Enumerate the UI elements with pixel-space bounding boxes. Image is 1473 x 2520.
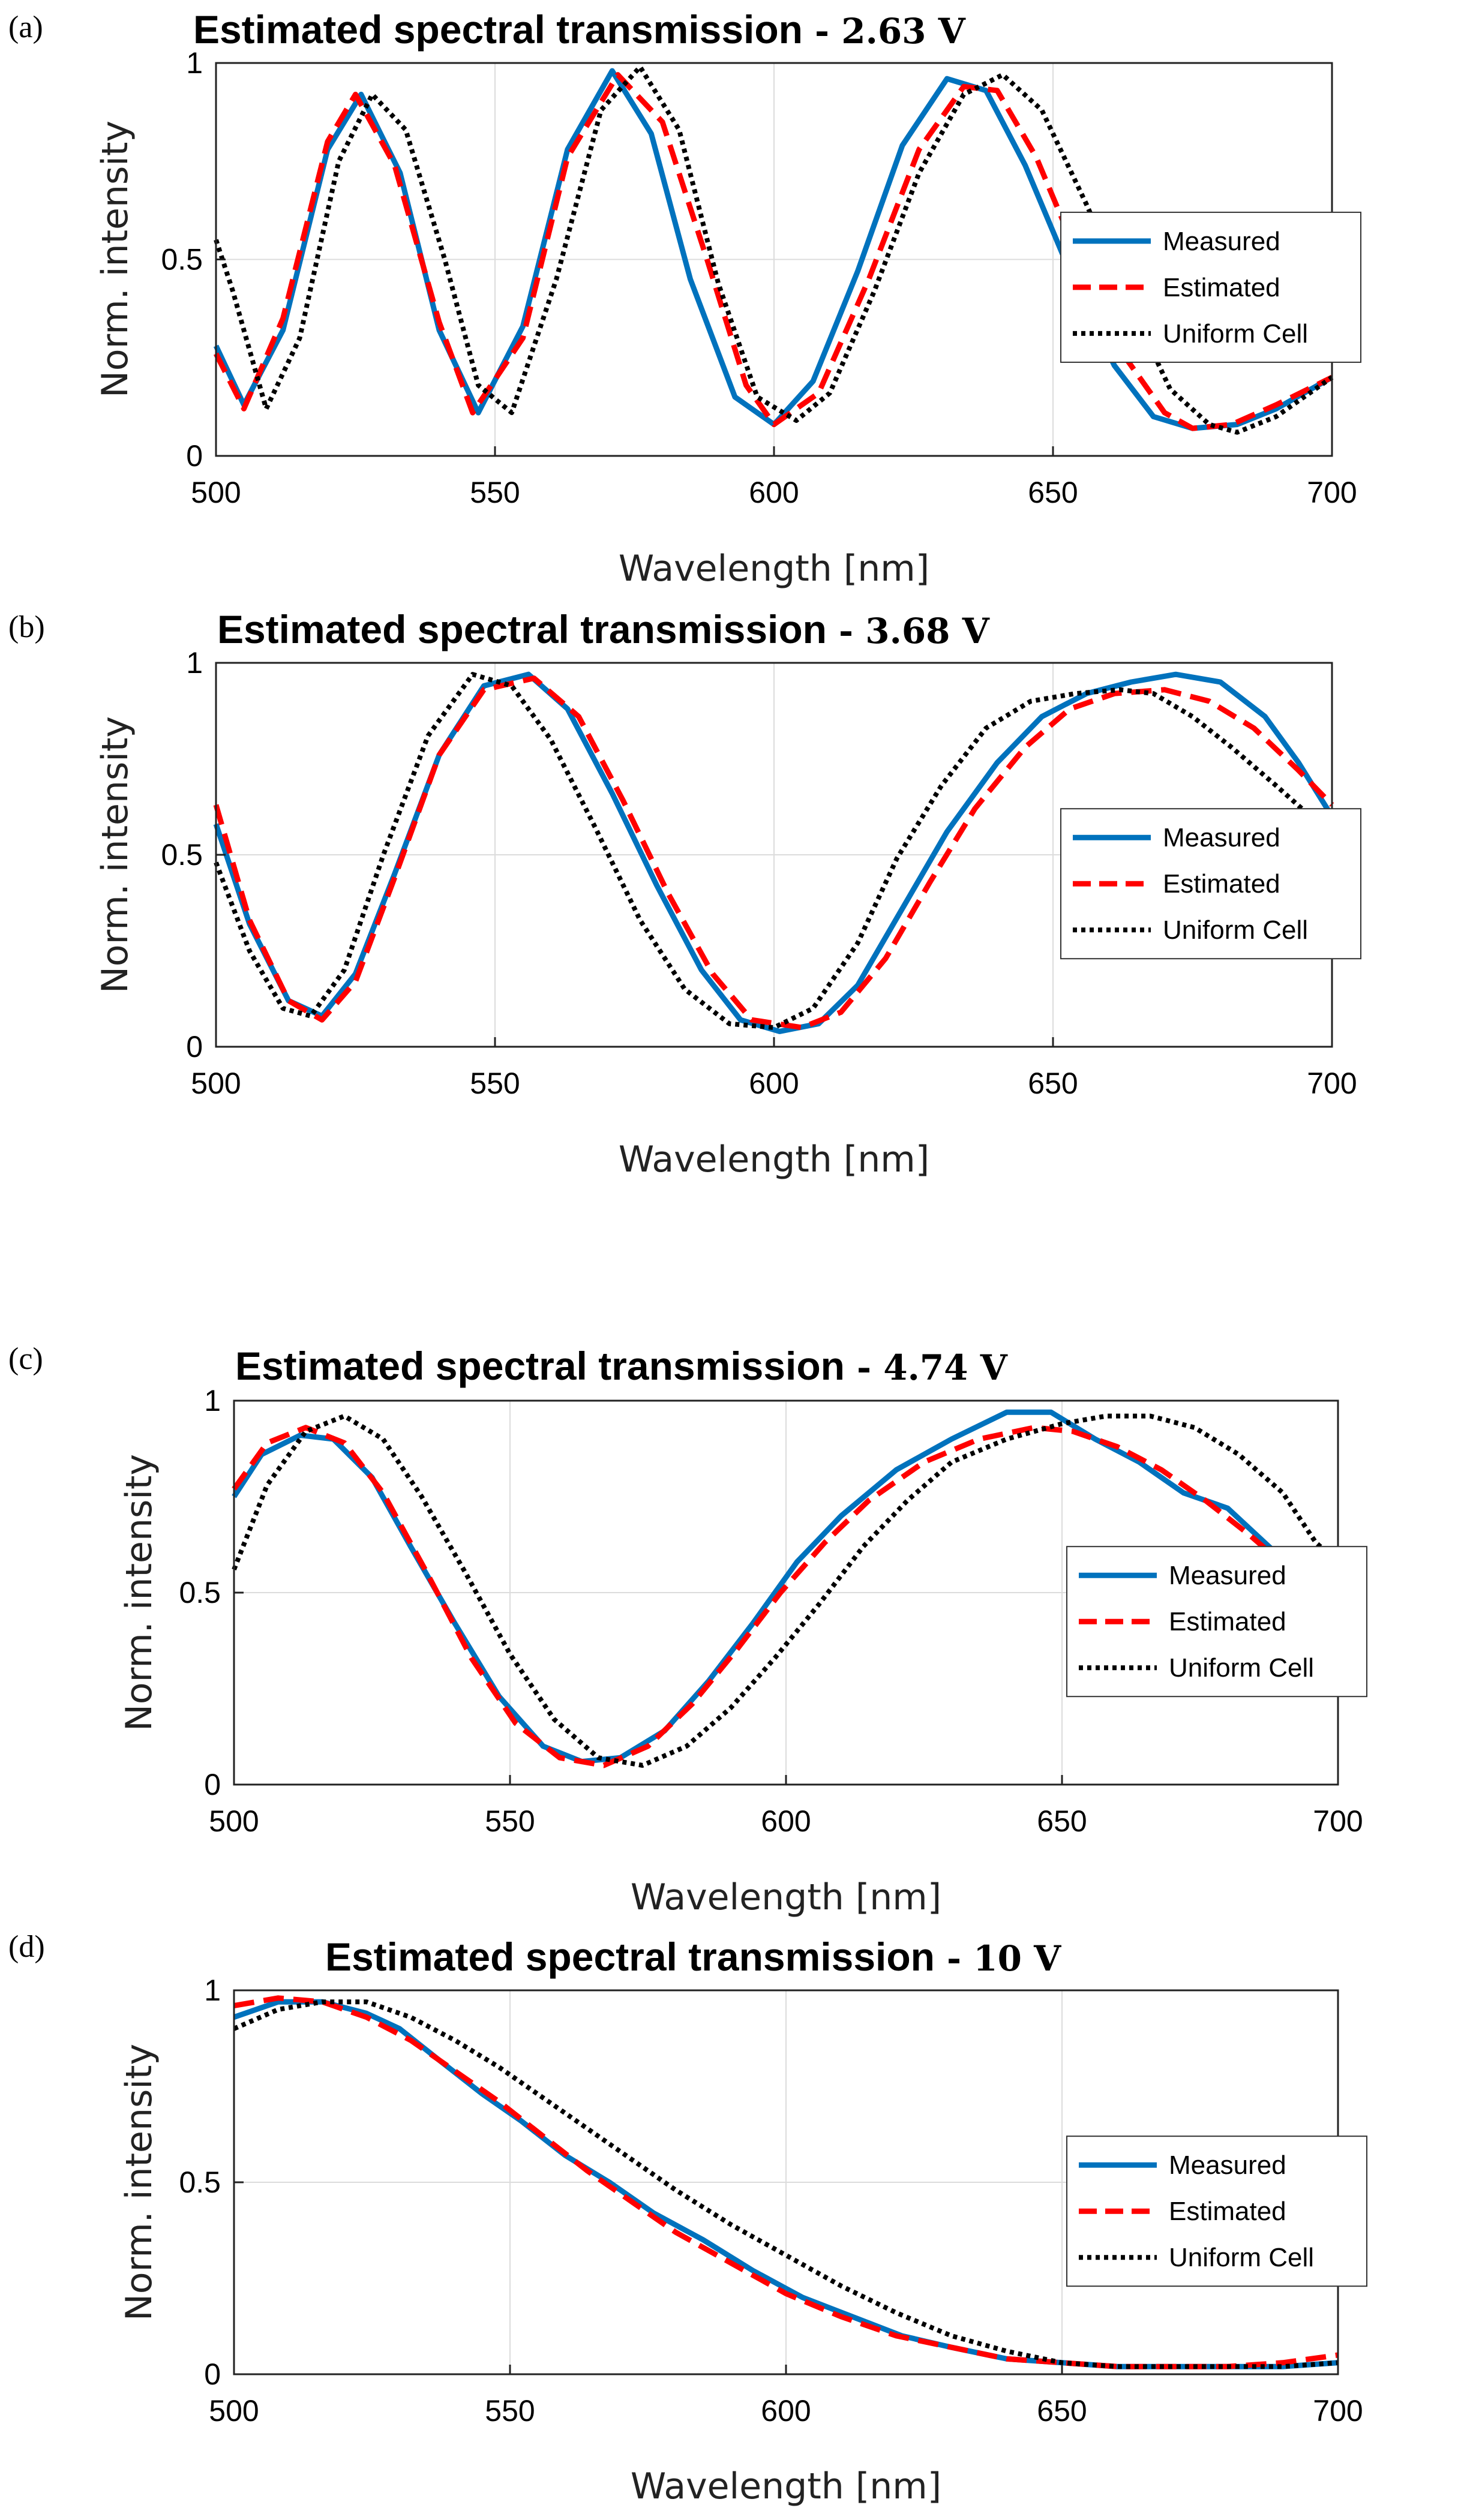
legend-entry: Measured — [1169, 2150, 1286, 2180]
chart-title: Estimated spectral transmission — [217, 607, 827, 651]
legend: Measured Estimated Uniform Cell — [1060, 211, 1361, 363]
y-tick-label: 0.5 — [161, 243, 203, 277]
series-line-uniform-cell — [232, 1413, 1340, 1768]
chart-title: Estimated spectral transmission — [193, 7, 803, 52]
y-tick-label: 0 — [186, 1030, 203, 1064]
x-tick-label: 600 — [749, 1067, 799, 1100]
plot-area: 500 550 600 650 700 0 0.5 1 Measured Estimated Uni… — [161, 646, 1361, 1100]
legend-entry: Measured — [1169, 1561, 1286, 1590]
series-line-measured — [213, 68, 1334, 431]
panel-label: (a) — [8, 10, 43, 44]
x-tick-label: 500 — [191, 476, 241, 509]
chart-title-voltage: - 10 V — [947, 1938, 1061, 1979]
legend-entry: Uniform Cell — [1169, 1653, 1314, 1683]
legend-entry: Measured — [1163, 227, 1280, 256]
x-tick-label: 500 — [191, 1067, 241, 1100]
legend-entry: Estimated — [1169, 1607, 1286, 1636]
panel-label: (c) — [8, 1342, 43, 1376]
x-tick-label: 550 — [470, 476, 520, 509]
series-line-estimated — [232, 1425, 1340, 1768]
legend-entry: Estimated — [1169, 2197, 1286, 2226]
y-tick-label: 0.5 — [179, 1576, 221, 1609]
chart-title: Estimated spectral transmission — [325, 1935, 935, 1979]
y-tick-label: 0 — [186, 439, 203, 473]
legend-entry: Uniform Cell — [1163, 319, 1308, 349]
series-line-measured — [213, 671, 1334, 1034]
chart-panel-b: (b) Estimated spectral transmission - 3.… — [8, 607, 1361, 1181]
legend: Measured Estimated Uniform Cell — [1066, 2135, 1367, 2287]
y-tick-label: 0 — [204, 1768, 221, 1801]
chart-title-voltage: - 4.74 V — [857, 1347, 1008, 1388]
x-tick-label: 650 — [1028, 1067, 1078, 1100]
y-axis-label: Norm. intensity — [94, 121, 136, 398]
legend-entry: Measured — [1163, 823, 1280, 852]
y-tick-label: 0 — [204, 2357, 221, 2391]
y-axis-label: Norm. intensity — [118, 2044, 160, 2321]
x-axis-label: Wavelength [nm] — [619, 1139, 929, 1181]
x-tick-label: 600 — [761, 2394, 811, 2428]
plot-area: 500 550 600 650 700 0 0.5 1 Measured Estimated Uni… — [179, 1974, 1367, 2428]
x-tick-label: 600 — [761, 1804, 811, 1838]
y-axis-label: Norm. intensity — [118, 1454, 160, 1731]
x-tick-label: 550 — [485, 1804, 535, 1838]
y-tick-label: 0.5 — [161, 838, 203, 872]
legend-entry: Estimated — [1163, 273, 1280, 302]
x-axis-label: Wavelength [nm] — [631, 1876, 941, 1918]
x-tick-label: 700 — [1313, 2394, 1363, 2428]
y-tick-label: 1 — [204, 1974, 221, 2007]
chart-panel-a: (a) Estimated spectral transmission - 2.… — [8, 7, 1361, 590]
chart-panel-d: (d) Estimated spectral transmission - 10… — [8, 1930, 1367, 2507]
plot-area: 500 550 600 650 700 0 0.5 1 Measured Estimated Uni… — [161, 46, 1361, 509]
x-tick-label: 700 — [1307, 1067, 1357, 1100]
chart-panel-c: (c) Estimated spectral transmission - 4.… — [8, 1342, 1367, 1918]
x-tick-label: 700 — [1313, 1804, 1363, 1838]
legend: Measured Estimated Uniform Cell — [1060, 808, 1361, 960]
chart-title: Estimated spectral transmission — [235, 1344, 845, 1388]
x-tick-label: 550 — [485, 2394, 535, 2428]
x-axis-label: Wavelength [nm] — [619, 548, 929, 590]
x-tick-label: 650 — [1037, 1804, 1087, 1838]
legend: Measured Estimated Uniform Cell — [1066, 1546, 1367, 1698]
x-tick-label: 500 — [209, 2394, 259, 2428]
series-line-uniform-cell — [233, 1999, 1339, 2369]
y-axis-label: Norm. intensity — [94, 716, 136, 993]
x-tick-label: 650 — [1037, 2394, 1087, 2428]
x-axis-label: Wavelength [nm] — [631, 2465, 941, 2507]
x-tick-label: 500 — [209, 1804, 259, 1838]
panel-label: (b) — [8, 610, 45, 644]
series-line-estimated — [213, 72, 1333, 431]
legend-entry: Estimated — [1163, 869, 1280, 899]
y-tick-label: 0.5 — [179, 2165, 221, 2199]
plot-area: 500 550 600 650 700 0 0.5 1 Measured Estimated Uni… — [179, 1384, 1367, 1838]
legend-entry: Uniform Cell — [1169, 2243, 1314, 2272]
y-tick-label: 1 — [204, 1384, 221, 1417]
x-tick-label: 550 — [470, 1067, 520, 1100]
legend-entry: Uniform Cell — [1163, 915, 1308, 945]
y-tick-label: 1 — [186, 646, 203, 680]
y-tick-label: 1 — [186, 46, 203, 80]
x-tick-label: 700 — [1307, 476, 1357, 509]
panel-label: (d) — [8, 1930, 45, 1964]
series-line-uniform-cell — [214, 672, 1334, 1030]
x-tick-label: 650 — [1028, 476, 1078, 509]
x-tick-label: 600 — [749, 476, 799, 509]
chart-title-voltage: - 2.63 V — [815, 11, 966, 52]
chart-title-voltage: - 3.68 V — [839, 611, 990, 651]
